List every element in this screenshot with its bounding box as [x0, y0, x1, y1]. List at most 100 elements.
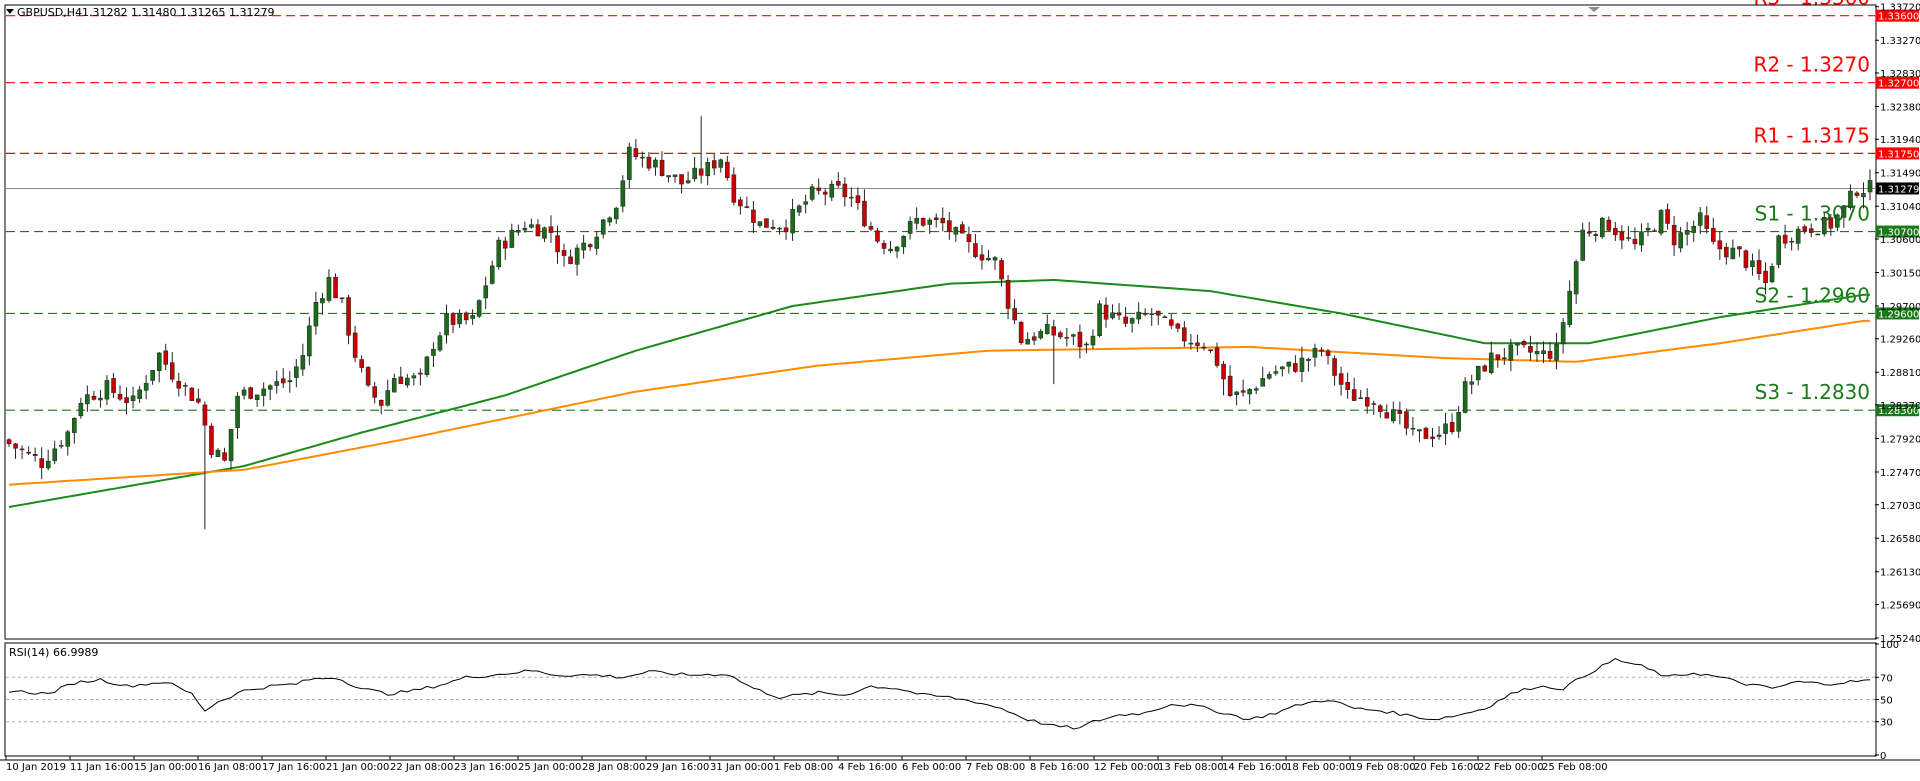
- candle-bear: [1371, 403, 1377, 405]
- rsi-tick-label: 50: [1880, 696, 1893, 707]
- time-tick-label: 20 Feb 16:00: [1414, 762, 1480, 773]
- candle-bear: [1756, 260, 1762, 274]
- candle-bull: [1508, 344, 1514, 361]
- candle-bear: [1293, 363, 1298, 372]
- candle-bear: [587, 244, 593, 248]
- candle-bear: [124, 397, 129, 404]
- candle-bull: [1247, 389, 1252, 395]
- candle-bear: [1606, 219, 1612, 231]
- candle-bear: [1195, 342, 1200, 346]
- candle-bull: [1097, 303, 1102, 336]
- candles: [6, 116, 1873, 530]
- candle-bear: [1547, 351, 1553, 359]
- price-tick-label: 1.31040: [1880, 202, 1920, 213]
- price-tick-label: 1.29260: [1880, 335, 1920, 346]
- time-tick-label: 7 Feb 08:00: [966, 762, 1025, 773]
- time-tick-label: 28 Jan 08:00: [582, 762, 645, 773]
- candle-bull: [1573, 261, 1579, 295]
- candle-bear: [535, 224, 541, 237]
- candle-bull: [1071, 334, 1076, 337]
- candle-bull: [307, 325, 312, 357]
- candle-bull: [796, 205, 802, 213]
- time-tick-label: 19 Feb 08:00: [1350, 762, 1416, 773]
- candle-bull: [1234, 391, 1239, 395]
- time-tick-label: 14 Feb 16:00: [1222, 762, 1288, 773]
- candle-bear: [1201, 346, 1207, 349]
- time-tick-label: 12 Feb 00:00: [1094, 762, 1160, 773]
- candle-bear: [738, 199, 743, 207]
- rsi-tick-label: 0: [1880, 751, 1886, 762]
- level-lines: 1.33600 R3 - 1.3360 1.32700 R2 - 1.3270 1.31…: [6, 0, 1919, 417]
- candle-bull: [901, 235, 906, 248]
- shift-marker-icon[interactable]: [1588, 7, 1600, 12]
- price-tick-label: 1.25240: [1880, 634, 1920, 645]
- candle-bear: [568, 256, 573, 264]
- time-tick-label: 23 Jan 16:00: [454, 762, 517, 773]
- candle-bear: [502, 240, 508, 249]
- price-tick-label: 1.26130: [1880, 568, 1920, 579]
- candle-bear: [862, 200, 867, 227]
- price-tick-label: 1.31940: [1880, 135, 1920, 146]
- candle-bear: [659, 159, 665, 176]
- candle-bear: [783, 227, 789, 233]
- candle-bull: [509, 229, 515, 248]
- level-tag-text: 1.31750: [1878, 149, 1919, 160]
- candle-bull: [52, 448, 58, 462]
- candle-bear: [744, 206, 750, 208]
- candle-bull: [1280, 366, 1285, 370]
- level-tag-s3: [1876, 404, 1919, 417]
- candle-bear: [32, 454, 38, 456]
- candle-bull: [613, 207, 619, 220]
- candle-bear: [1058, 332, 1063, 338]
- candle-bear: [1364, 397, 1370, 407]
- candle-bull: [1697, 212, 1703, 226]
- candle-bear: [1711, 228, 1716, 242]
- candle-bear: [346, 297, 351, 336]
- level-tag-text: 1.29600: [1878, 309, 1919, 320]
- rsi-tick-label: 30: [1880, 718, 1893, 729]
- candle-bear: [1208, 349, 1213, 351]
- candle-bull: [640, 156, 645, 159]
- time-tick-label: 31 Jan 00:00: [710, 762, 773, 773]
- candle-bear: [189, 387, 195, 401]
- candle-bear: [1012, 308, 1017, 321]
- candle-bull: [1488, 352, 1494, 374]
- candle-bear: [1665, 209, 1670, 224]
- candle-bull: [907, 221, 913, 234]
- price-tick-label: 1.32830: [1880, 69, 1920, 80]
- candle-bear: [1404, 411, 1409, 429]
- candle-bull: [1456, 412, 1461, 432]
- candle-bear: [1502, 357, 1507, 360]
- candle-bear: [1717, 240, 1723, 250]
- rsi-series: [6, 658, 1875, 730]
- level-label-r1: R1 - 1.3175: [1753, 123, 1870, 147]
- candle-bull: [1515, 342, 1520, 346]
- candle-bear: [1782, 234, 1788, 244]
- candle-bull: [627, 146, 632, 180]
- candle-bull: [1835, 214, 1840, 228]
- candle-bull: [1038, 331, 1044, 339]
- candle-bull: [326, 277, 332, 301]
- candle-bull: [620, 180, 626, 207]
- level-label-s3: S3 - 1.2830: [1755, 380, 1870, 404]
- candle-bear: [248, 387, 253, 399]
- candle-bull: [235, 395, 240, 428]
- candle-bull: [1684, 230, 1690, 235]
- candle-bull: [757, 221, 763, 226]
- candle-bull: [85, 394, 90, 405]
- candle-bear: [679, 174, 684, 185]
- collapse-triangle-icon[interactable]: [6, 9, 14, 14]
- candle-bull: [1867, 180, 1873, 193]
- candle-bear: [960, 224, 965, 234]
- candle-bear: [875, 230, 880, 242]
- candle-bull: [849, 196, 854, 199]
- time-tick-label: 17 Jan 16:00: [262, 762, 325, 773]
- candle-bear: [1743, 250, 1749, 268]
- candle-bull: [1253, 388, 1259, 391]
- candle-bear: [1828, 217, 1834, 229]
- candle-bear: [1495, 354, 1501, 360]
- candle-bear: [1632, 238, 1638, 245]
- candle-bull: [705, 162, 711, 177]
